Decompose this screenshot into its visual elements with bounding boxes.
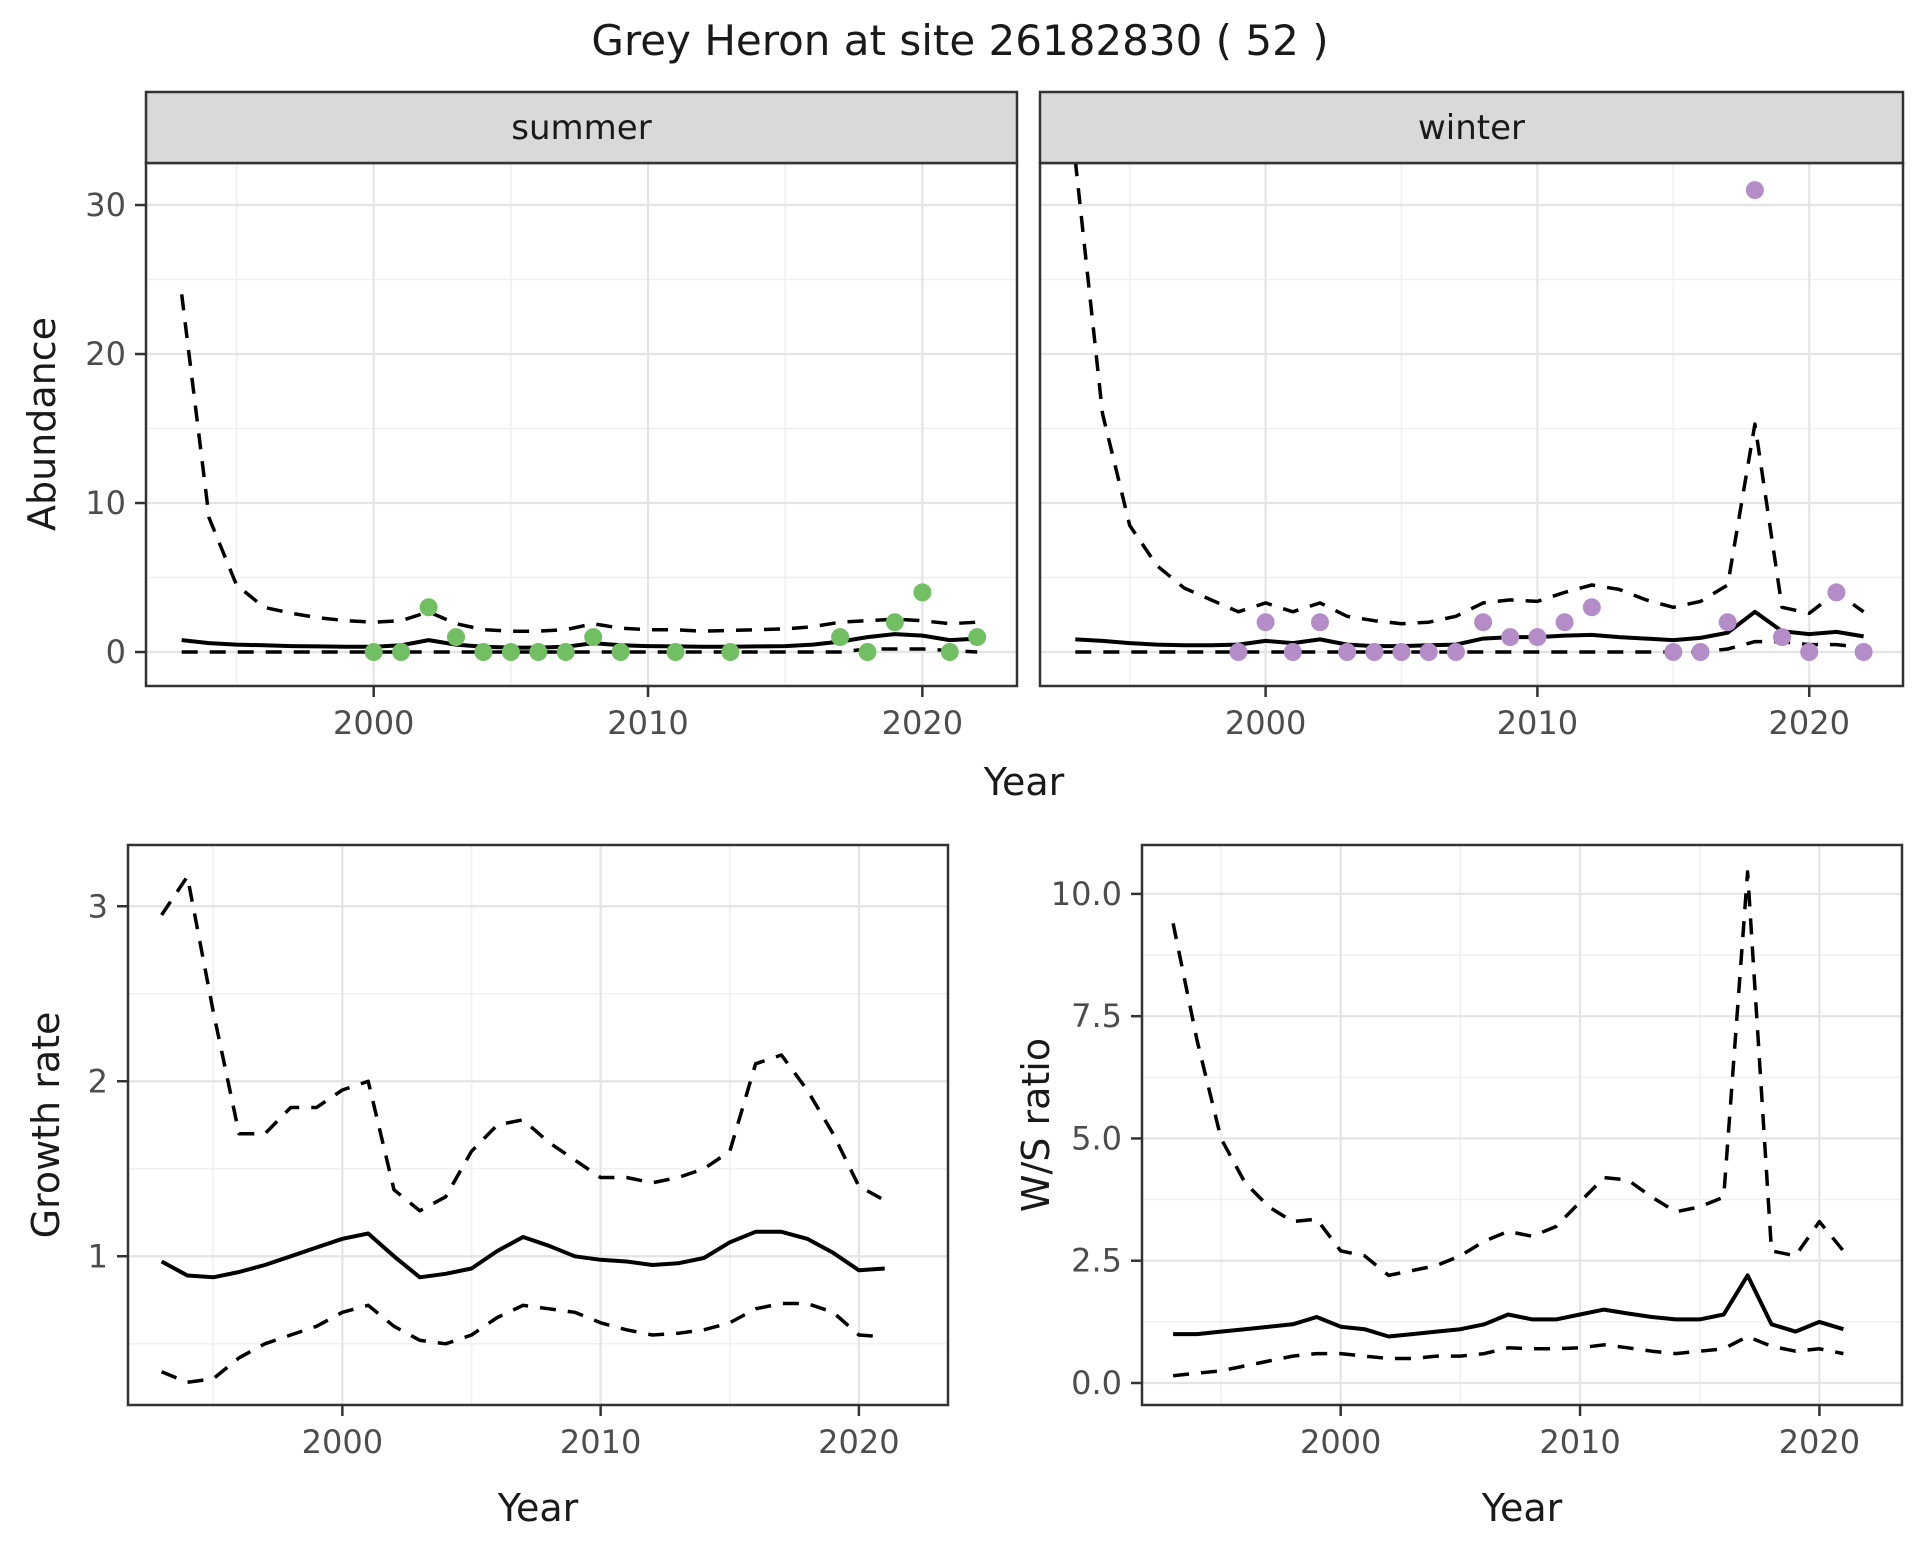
y-axis-title-ws-ratio: W/S ratio [1014,1037,1058,1213]
x-axis-tick-label: 2000 [1300,1423,1381,1461]
x-axis-title-year-top: Year [983,760,1065,804]
data-point-summer [474,643,493,661]
ci-line-W/S ratio [1171,870,1845,1278]
ci-line-Growth rate [160,1301,885,1385]
data-point-winter [1419,643,1438,661]
data-point-winter [1718,613,1737,632]
x-axis-tick-label: 2010 [560,1423,641,1461]
x-axis-tick-label: 2010 [1539,1423,1620,1461]
facet-strip-summer [144,90,1019,165]
data-point-summer [529,643,548,661]
panel-background [128,845,948,1405]
chart-title: Grey Heron at site 26182830 ( 52 ) [591,16,1329,65]
y-axis-tick-label: 2 [88,1062,108,1100]
x-axis-title-year-bottom-right: Year [1481,1486,1563,1530]
ci-line-W/S ratio [1172,1334,1844,1378]
data-point-winter [1338,643,1357,661]
panel-series-group [1171,870,1845,1378]
data-point-summer [584,628,603,647]
y-axis-tick-label: 0 [106,633,126,671]
y-axis-tick-label: 20 [85,335,126,373]
y-axis-tick-label: 7.5 [1071,997,1122,1035]
data-point-summer [392,643,411,661]
panel-series-group [1073,161,1873,661]
data-point-summer [447,628,465,647]
data-point-summer [885,613,904,632]
data-point-winter [1501,628,1520,647]
x-axis-tick-label: 2020 [1779,1423,1860,1461]
data-point-summer [556,643,575,661]
panel-background [1142,845,1902,1405]
data-point-summer [968,628,987,647]
data-point-summer [940,643,959,661]
ci-line-winter [1075,639,1864,654]
y-axis-tick-label: 30 [85,186,126,224]
data-point-summer [913,583,932,602]
data-point-summer [831,628,850,647]
ci-line-summer [181,647,978,654]
facet-strip-label-winter: winter [1417,107,1526,148]
y-axis-tick-label: 1 [88,1237,108,1275]
ci-line-winter [1073,161,1865,626]
y-axis-tick-label: 5.0 [1071,1119,1122,1157]
data-point-winter [1311,613,1329,632]
y-axis-tick-label: 0.0 [1071,1364,1122,1402]
x-axis-tick-label: 2020 [882,704,963,742]
x-axis-title-year-bottom-left: Year [497,1486,579,1530]
data-point-winter [1800,643,1819,661]
data-point-winter [1365,643,1384,661]
data-point-summer [858,643,877,661]
facet-strip-label-summer: summer [511,107,652,148]
panel-background [1040,163,1903,686]
data-point-summer [666,643,685,661]
data-point-winter [1392,643,1411,661]
data-point-winter [1582,598,1601,617]
data-point-winter [1745,181,1764,200]
x-axis-tick-label: 2020 [1769,704,1850,742]
x-axis-tick-label: 2020 [818,1423,899,1461]
y-axis-tick-label: 3 [88,887,108,925]
panel-series-group [160,874,886,1385]
y-axis-tick-label: 10 [85,484,126,522]
x-axis-tick-label: 2000 [333,704,414,742]
x-axis-tick-label: 2000 [302,1423,383,1461]
y-axis-tick-label: 10.0 [1051,875,1122,913]
x-axis-tick-label: 2000 [1225,704,1306,742]
data-point-summer [611,643,630,661]
data-point-winter [1691,643,1710,661]
data-point-summer [419,598,438,617]
data-point-winter [1827,583,1846,602]
data-point-winter [1283,643,1302,661]
panel-border [1140,843,1904,1407]
data-point-summer [501,643,520,661]
panel-series-group [179,294,987,661]
x-axis-tick-label: 2010 [1497,704,1578,742]
fit-line-W/S ratio [1173,1273,1844,1339]
data-point-winter [1474,613,1493,632]
data-point-winter [1773,628,1791,647]
fit-line-Growth rate [160,1229,885,1280]
facet-strip-winter [1038,90,1905,165]
panel-border [126,843,950,1407]
data-point-summer [364,643,383,661]
data-point-winter [1229,643,1248,661]
panel-background [146,163,1017,686]
ci-line-Growth rate [160,874,886,1213]
data-point-winter [1528,628,1547,647]
x-axis-tick-label: 2010 [607,704,688,742]
y-axis-title-abundance: Abundance [20,316,64,532]
ci-line-summer [179,294,978,633]
data-point-winter [1854,643,1873,661]
data-point-winter [1446,643,1465,661]
data-point-winter [1555,613,1574,632]
data-point-winter [1664,643,1683,661]
y-axis-title-growth-rate: Growth rate [24,1011,68,1239]
y-axis-tick-label: 2.5 [1071,1242,1122,1280]
data-point-winter [1256,613,1275,632]
data-point-summer [721,643,740,661]
